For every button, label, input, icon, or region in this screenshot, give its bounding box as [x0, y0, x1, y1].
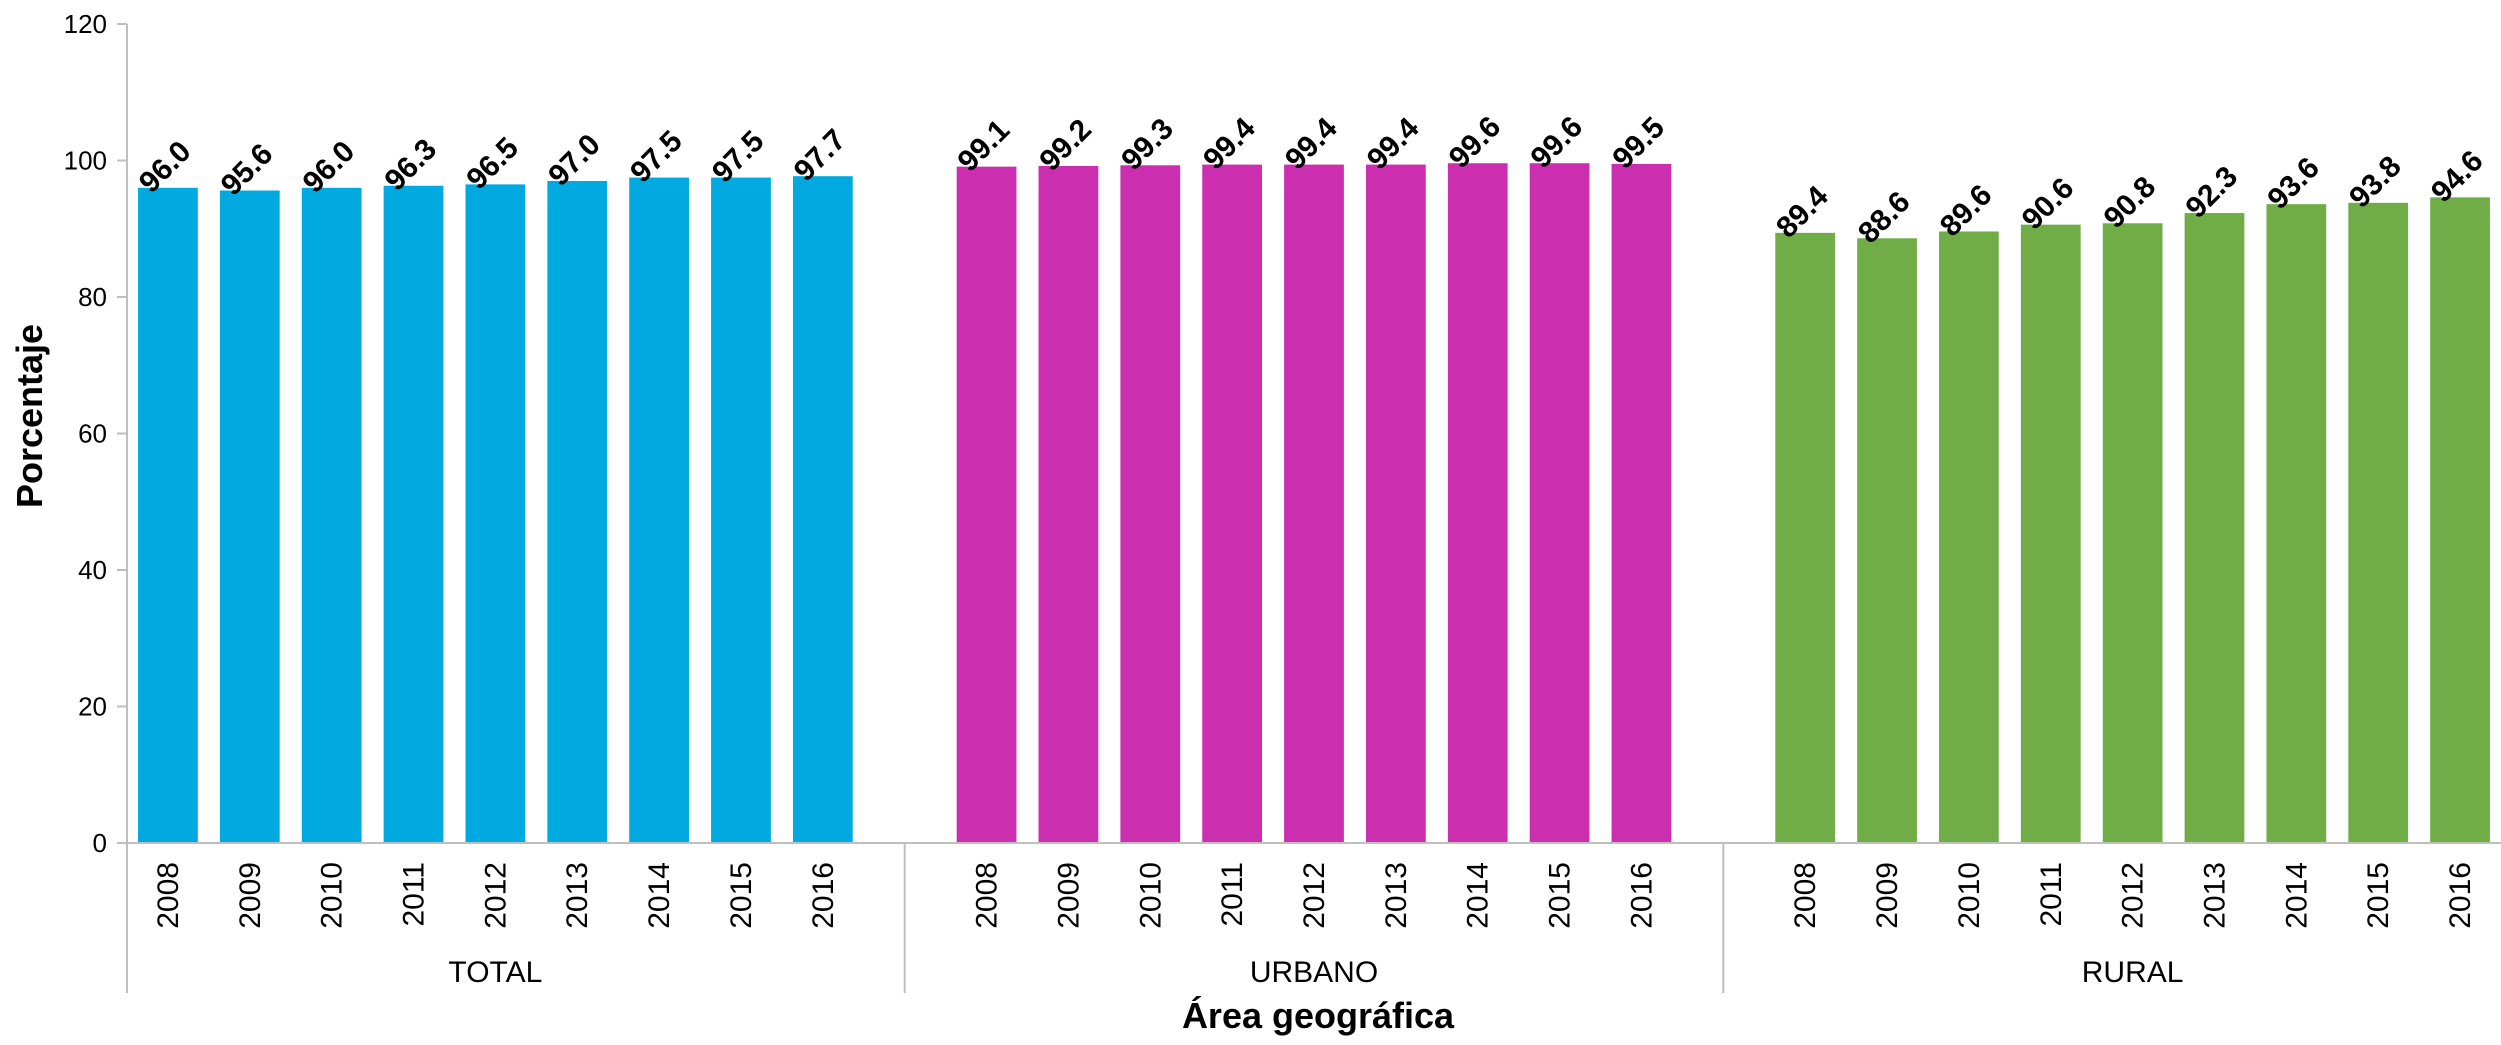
bar	[219, 190, 280, 843]
x-tick-label: 2010	[1953, 862, 1986, 929]
bar	[1120, 165, 1181, 844]
bar	[1365, 164, 1426, 844]
bar	[2266, 204, 2327, 843]
bar	[1611, 163, 1672, 844]
x-tick-label: 2010	[1134, 862, 1167, 929]
bar	[138, 187, 198, 844]
x-tick-label: 2016	[1625, 862, 1658, 929]
x-tick-label: 2016	[2444, 862, 2477, 929]
x-tick-label: 2011	[398, 862, 431, 927]
x-tick-label: 2014	[1462, 862, 1495, 929]
bar	[1038, 165, 1099, 843]
y-tick-label: 0	[93, 828, 107, 858]
y-tick-label: 40	[78, 555, 107, 585]
group-label: URBANO	[1250, 956, 1378, 989]
x-tick-label: 2008	[1789, 862, 1822, 929]
x-axis: 2008 2009 2010 2011 2012 2013 2014 2015 2016 TOTA…	[126, 842, 2501, 993]
bar	[1939, 231, 1999, 844]
bar	[1284, 164, 1344, 844]
y-tick-label: 60	[78, 419, 107, 449]
x-axis-title: Área geográfica	[1182, 995, 1455, 1036]
x-tick-label: 2013	[561, 862, 594, 929]
bar	[956, 166, 1017, 843]
x-tick-label: 2013	[1380, 862, 1413, 929]
y-axis-title: Porcentaje	[9, 324, 50, 508]
bar	[547, 180, 608, 844]
bar	[792, 176, 853, 843]
x-tick-label: 2009	[1052, 862, 1085, 929]
bar	[1775, 232, 1836, 844]
bar	[711, 177, 771, 843]
bar	[1202, 164, 1263, 844]
bar	[629, 177, 689, 843]
bar	[465, 184, 526, 843]
x-tick-label: 2015	[725, 862, 758, 929]
x-tick-label: 2012	[479, 862, 512, 929]
bar	[1857, 238, 1917, 843]
y-tick-label: 20	[78, 692, 107, 722]
x-tick-label: 2013	[2198, 862, 2231, 929]
x-tick-label: 2014	[2280, 862, 2313, 929]
x-tick-label: 2008	[152, 862, 185, 929]
bar	[1529, 163, 1590, 844]
x-tick-label: 2012	[2117, 862, 2150, 929]
y-tick-label: 120	[64, 9, 107, 39]
group-label: TOTAL	[448, 956, 542, 989]
bar	[301, 187, 362, 844]
group-label: RURAL	[2082, 956, 2184, 989]
bar	[2348, 202, 2409, 843]
y-tick-label: 100	[64, 146, 107, 176]
y-tick-label: 80	[78, 282, 107, 312]
bar	[2184, 213, 2245, 844]
x-tick-label: 2014	[643, 862, 676, 929]
x-tick-label: 2012	[1298, 862, 1331, 929]
bar	[1447, 163, 1508, 844]
x-tick-label: 2011	[1216, 862, 1249, 927]
bar	[2102, 223, 2163, 844]
x-tick-label: 2015	[1544, 862, 1577, 929]
x-tick-label: 2011	[2035, 862, 2068, 927]
x-tick-label: 2009	[234, 862, 267, 929]
bars-layer	[138, 163, 2490, 844]
x-tick-label: 2010	[316, 862, 349, 929]
x-tick-label: 2015	[2362, 862, 2395, 929]
x-tick-label: 2016	[807, 862, 840, 929]
bar	[2020, 224, 2081, 843]
bar	[383, 185, 444, 843]
bar	[2430, 197, 2490, 844]
x-tick-label: 2009	[1871, 862, 1904, 929]
y-axis: 0 20 40 60 80 100 120	[64, 9, 128, 858]
x-tick-label: 2008	[971, 862, 1004, 929]
